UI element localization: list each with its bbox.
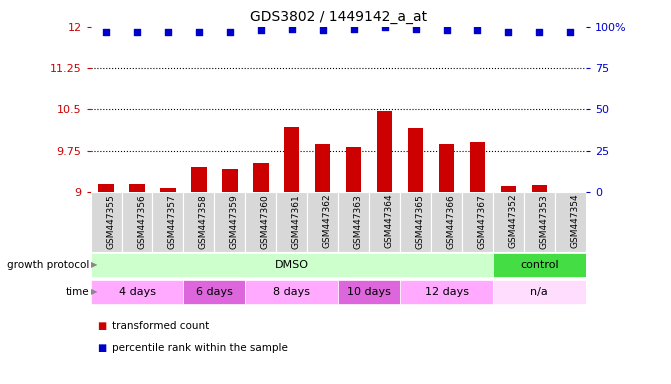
- Text: GSM447354: GSM447354: [570, 194, 579, 248]
- Text: GSM447356: GSM447356: [137, 194, 146, 248]
- Bar: [531, 185, 547, 192]
- Text: GSM447352: GSM447352: [509, 194, 517, 248]
- Text: ■: ■: [97, 321, 107, 331]
- Text: GSM447353: GSM447353: [539, 194, 548, 248]
- Bar: [369, 192, 400, 252]
- Bar: [222, 169, 238, 192]
- Text: transformed count: transformed count: [112, 321, 209, 331]
- Text: GSM447361: GSM447361: [292, 194, 301, 248]
- Text: GSM447360: GSM447360: [261, 194, 270, 248]
- Bar: [246, 192, 276, 252]
- Bar: [400, 280, 493, 304]
- Text: growth protocol: growth protocol: [7, 260, 89, 270]
- Bar: [160, 188, 176, 192]
- Bar: [276, 192, 307, 252]
- Text: GSM447365: GSM447365: [415, 194, 425, 248]
- Bar: [555, 192, 586, 252]
- Bar: [246, 280, 338, 304]
- Point: [441, 27, 452, 33]
- Text: GSM447364: GSM447364: [384, 194, 394, 248]
- Point: [534, 29, 545, 35]
- Point: [317, 27, 328, 33]
- Bar: [152, 192, 183, 252]
- Bar: [501, 187, 516, 192]
- Bar: [470, 142, 485, 192]
- Bar: [493, 253, 586, 277]
- Bar: [183, 192, 214, 252]
- Bar: [91, 192, 121, 252]
- Bar: [315, 144, 330, 192]
- Text: ▶: ▶: [91, 287, 98, 296]
- Text: 4 days: 4 days: [119, 287, 156, 297]
- Text: DMSO: DMSO: [274, 260, 309, 270]
- Bar: [91, 280, 183, 304]
- Bar: [338, 192, 369, 252]
- Point: [132, 29, 142, 35]
- Text: GSM447355: GSM447355: [106, 194, 115, 248]
- Bar: [408, 127, 423, 192]
- Text: 12 days: 12 days: [425, 287, 468, 297]
- Text: 6 days: 6 days: [196, 287, 233, 297]
- Point: [348, 25, 359, 31]
- Bar: [439, 144, 454, 192]
- Point: [101, 29, 111, 35]
- Bar: [253, 163, 268, 192]
- Bar: [191, 167, 207, 192]
- Bar: [346, 147, 362, 192]
- Point: [472, 27, 483, 33]
- Bar: [493, 192, 524, 252]
- Point: [287, 25, 297, 31]
- Bar: [130, 184, 145, 192]
- Bar: [462, 192, 493, 252]
- Bar: [284, 127, 299, 192]
- Point: [225, 29, 236, 35]
- Title: GDS3802 / 1449142_a_at: GDS3802 / 1449142_a_at: [250, 10, 427, 25]
- Text: time: time: [66, 287, 89, 297]
- Text: GSM447359: GSM447359: [230, 194, 239, 248]
- Bar: [215, 192, 246, 252]
- Text: 8 days: 8 days: [273, 287, 310, 297]
- Bar: [307, 192, 338, 252]
- Text: GSM447366: GSM447366: [446, 194, 456, 248]
- Point: [162, 29, 173, 35]
- Bar: [121, 192, 152, 252]
- Point: [565, 29, 576, 35]
- Text: 10 days: 10 days: [347, 287, 391, 297]
- Point: [256, 27, 266, 33]
- Text: ■: ■: [97, 343, 107, 353]
- Bar: [524, 192, 555, 252]
- Bar: [338, 280, 400, 304]
- Bar: [431, 192, 462, 252]
- Bar: [493, 280, 586, 304]
- Text: GSM447367: GSM447367: [478, 194, 486, 248]
- Bar: [377, 111, 393, 192]
- Bar: [99, 184, 114, 192]
- Text: GSM447363: GSM447363: [354, 194, 362, 248]
- Point: [379, 24, 390, 30]
- Text: GSM447362: GSM447362: [323, 194, 331, 248]
- Point: [193, 29, 204, 35]
- Text: GSM447358: GSM447358: [199, 194, 208, 248]
- Bar: [91, 253, 493, 277]
- Point: [410, 25, 421, 31]
- Point: [503, 29, 514, 35]
- Text: percentile rank within the sample: percentile rank within the sample: [112, 343, 288, 353]
- Text: n/a: n/a: [531, 287, 548, 297]
- Bar: [183, 280, 246, 304]
- Text: control: control: [520, 260, 559, 270]
- Bar: [400, 192, 431, 252]
- Text: GSM447357: GSM447357: [168, 194, 177, 248]
- Text: ▶: ▶: [91, 260, 98, 270]
